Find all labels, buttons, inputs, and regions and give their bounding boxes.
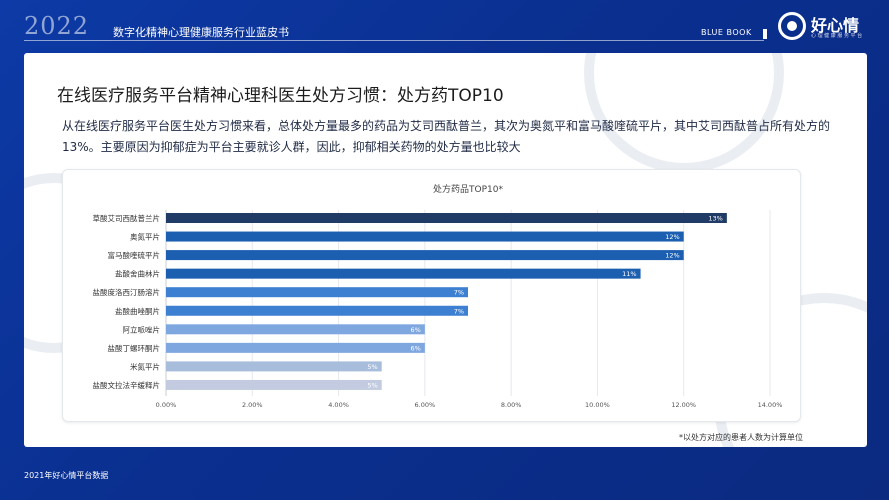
category-label: 盐酸文拉法辛缓释片 — [93, 380, 161, 390]
x-tick-label: 4.00% — [328, 401, 349, 409]
bar — [166, 268, 641, 279]
category-label: 盐酸丁螺环酮片 — [108, 343, 161, 353]
page-title: 在线医疗服务平台精神心理科医生处方习惯：处方药TOP10 — [57, 86, 504, 106]
bar — [166, 231, 684, 242]
bar-value-label: 7% — [454, 289, 464, 297]
header-divider — [24, 40, 764, 41]
x-tick-label: 6.00% — [415, 401, 436, 409]
bar — [166, 213, 727, 223]
top-header: 2022 数字化精神心理健康服务行业蓝皮书 BLUE BOOK 好心情 心 理 … — [0, 0, 889, 48]
logo-text: 好心情 — [811, 16, 860, 35]
footnote: *以处方对应的患者人数为计算单位 — [679, 433, 803, 442]
bar — [166, 250, 684, 261]
bar — [166, 287, 468, 298]
logo-subtitle: 心 理 健 康 服 务 平 台 — [811, 33, 863, 39]
bar-value-label: 6% — [411, 344, 421, 352]
category-label: 米氮平片 — [130, 361, 160, 371]
x-tick-label: 14.00% — [758, 401, 783, 409]
x-tick-label: 8.00% — [501, 401, 522, 409]
bar-value-label: 5% — [367, 363, 377, 371]
category-label: 奥氮平片 — [130, 232, 160, 242]
chart-panel: 处方药品TOP10* 0.00% 2.00% 4.00% 6.00% 8.00% 10.00… — [62, 169, 801, 422]
report-title: 数字化精神心理健康服务行业蓝皮书 — [113, 26, 289, 39]
heart-logo-icon — [778, 12, 806, 40]
bar-value-label: 12% — [665, 233, 679, 241]
chart-title: 处方药品TOP10* — [433, 183, 503, 195]
blue-book-label: BLUE BOOK — [701, 28, 752, 37]
bar — [166, 324, 425, 335]
bar-value-label: 12% — [665, 252, 679, 260]
category-label: 阿立哌唑片 — [123, 324, 161, 334]
bar-value-label: 6% — [411, 326, 421, 334]
bar — [166, 361, 382, 372]
category-label: 草酸艾司西酞普兰片 — [93, 213, 161, 223]
header-marker — [763, 29, 767, 39]
content-card: 在线医疗服务平台精神心理科医生处方习惯：处方药TOP10 从在线医疗服务平台医生… — [24, 53, 867, 447]
x-tick-label: 0.00% — [156, 401, 177, 409]
brand-logo: 好心情 心 理 健 康 服 务 平 台 — [778, 10, 878, 44]
report-year: 2022 — [24, 12, 90, 40]
bar-chart: 处方药品TOP10* 0.00% 2.00% 4.00% 6.00% 8.00% 10.00… — [93, 183, 783, 409]
bar-value-label: 5% — [367, 381, 377, 389]
bar-value-label: 13% — [708, 215, 722, 223]
category-label: 盐酸度洛西汀肠溶片 — [93, 287, 161, 297]
description-text: 从在线医疗服务平台医生处方习惯来看，总体处方量最多的药品为艾司西酞普兰，其次为奥… — [62, 119, 831, 154]
bar — [166, 379, 382, 390]
category-label: 富马酸喹硫平片 — [108, 250, 161, 260]
bar — [166, 342, 425, 353]
x-tick-label: 2.00% — [242, 401, 263, 409]
bar — [166, 305, 468, 316]
x-tick-label: 12.00% — [671, 401, 696, 409]
bar-value-label: 11% — [622, 270, 636, 278]
category-label: 盐酸曲唑酮片 — [115, 306, 160, 316]
data-source: 2021年好心情平台数据 — [24, 471, 109, 480]
category-label: 盐酸舍曲林片 — [115, 269, 160, 279]
x-tick-label: 10.00% — [585, 401, 610, 409]
bar-value-label: 7% — [454, 307, 464, 315]
